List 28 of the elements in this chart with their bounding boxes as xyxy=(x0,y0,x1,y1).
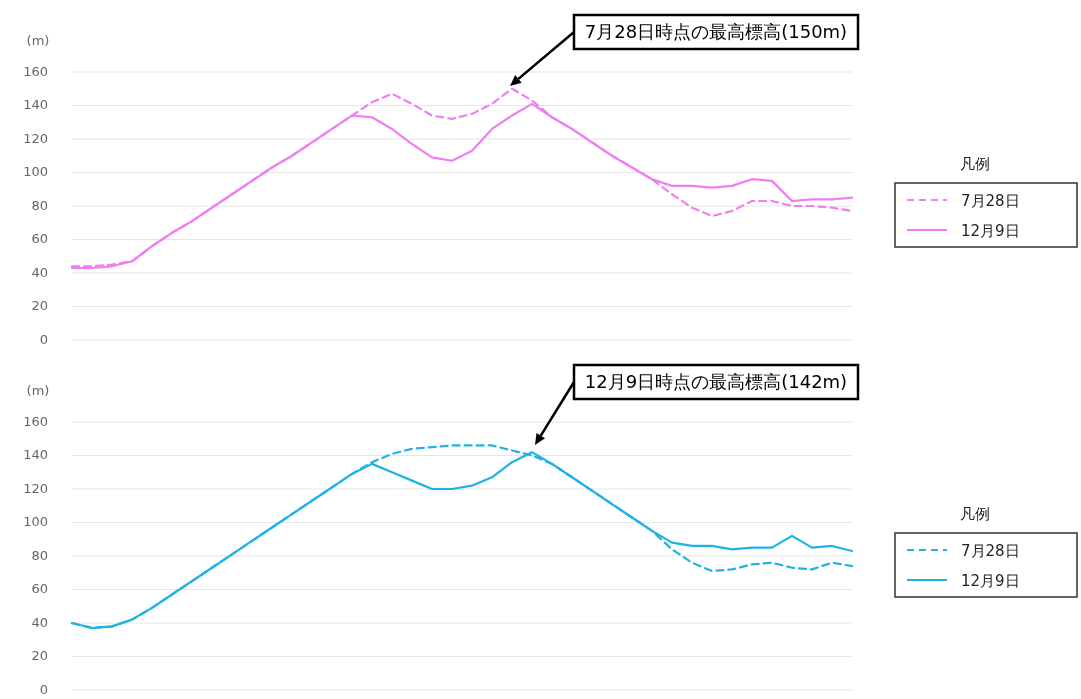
y-tick-label: 80 xyxy=(31,547,48,563)
text: 7月28日時点の最高標高(150m) xyxy=(584,21,848,42)
y-tick-label: 160 xyxy=(23,413,48,429)
legend-title: 凡例 xyxy=(960,505,990,523)
legend-label: 7月28日 xyxy=(961,541,1020,560)
y-tick-label: 0 xyxy=(39,331,48,347)
y-tick-label: 40 xyxy=(31,614,48,630)
y-tick-label: 100 xyxy=(23,514,48,529)
y-tick-label: 60 xyxy=(31,231,48,246)
y-tick-label: 100 xyxy=(23,164,48,179)
y-tick-label: 60 xyxy=(31,581,48,596)
y-tick-label: 120 xyxy=(23,480,48,496)
y-tick-label: 80 xyxy=(31,197,48,213)
y-tick-label: 160 xyxy=(23,63,48,79)
y-axis-title: (m) xyxy=(26,383,50,398)
y-tick-label: 40 xyxy=(31,264,48,280)
y-tick-label: 140 xyxy=(23,97,48,112)
y-tick-label: 120 xyxy=(23,130,48,146)
legend-label: 12月9日 xyxy=(961,571,1020,590)
legend-label: 7月28日 xyxy=(961,191,1020,210)
y-axis-title: (m) xyxy=(26,33,50,48)
legend-title: 凡例 xyxy=(960,155,990,173)
y-tick-label: 0 xyxy=(39,681,48,697)
y-tick-label: 20 xyxy=(31,298,48,313)
text: 12月9日時点の最高標高(142m) xyxy=(584,371,848,392)
legend-label: 12月9日 xyxy=(961,221,1020,240)
y-tick-label: 140 xyxy=(23,447,48,462)
y-tick-label: 20 xyxy=(31,648,48,663)
